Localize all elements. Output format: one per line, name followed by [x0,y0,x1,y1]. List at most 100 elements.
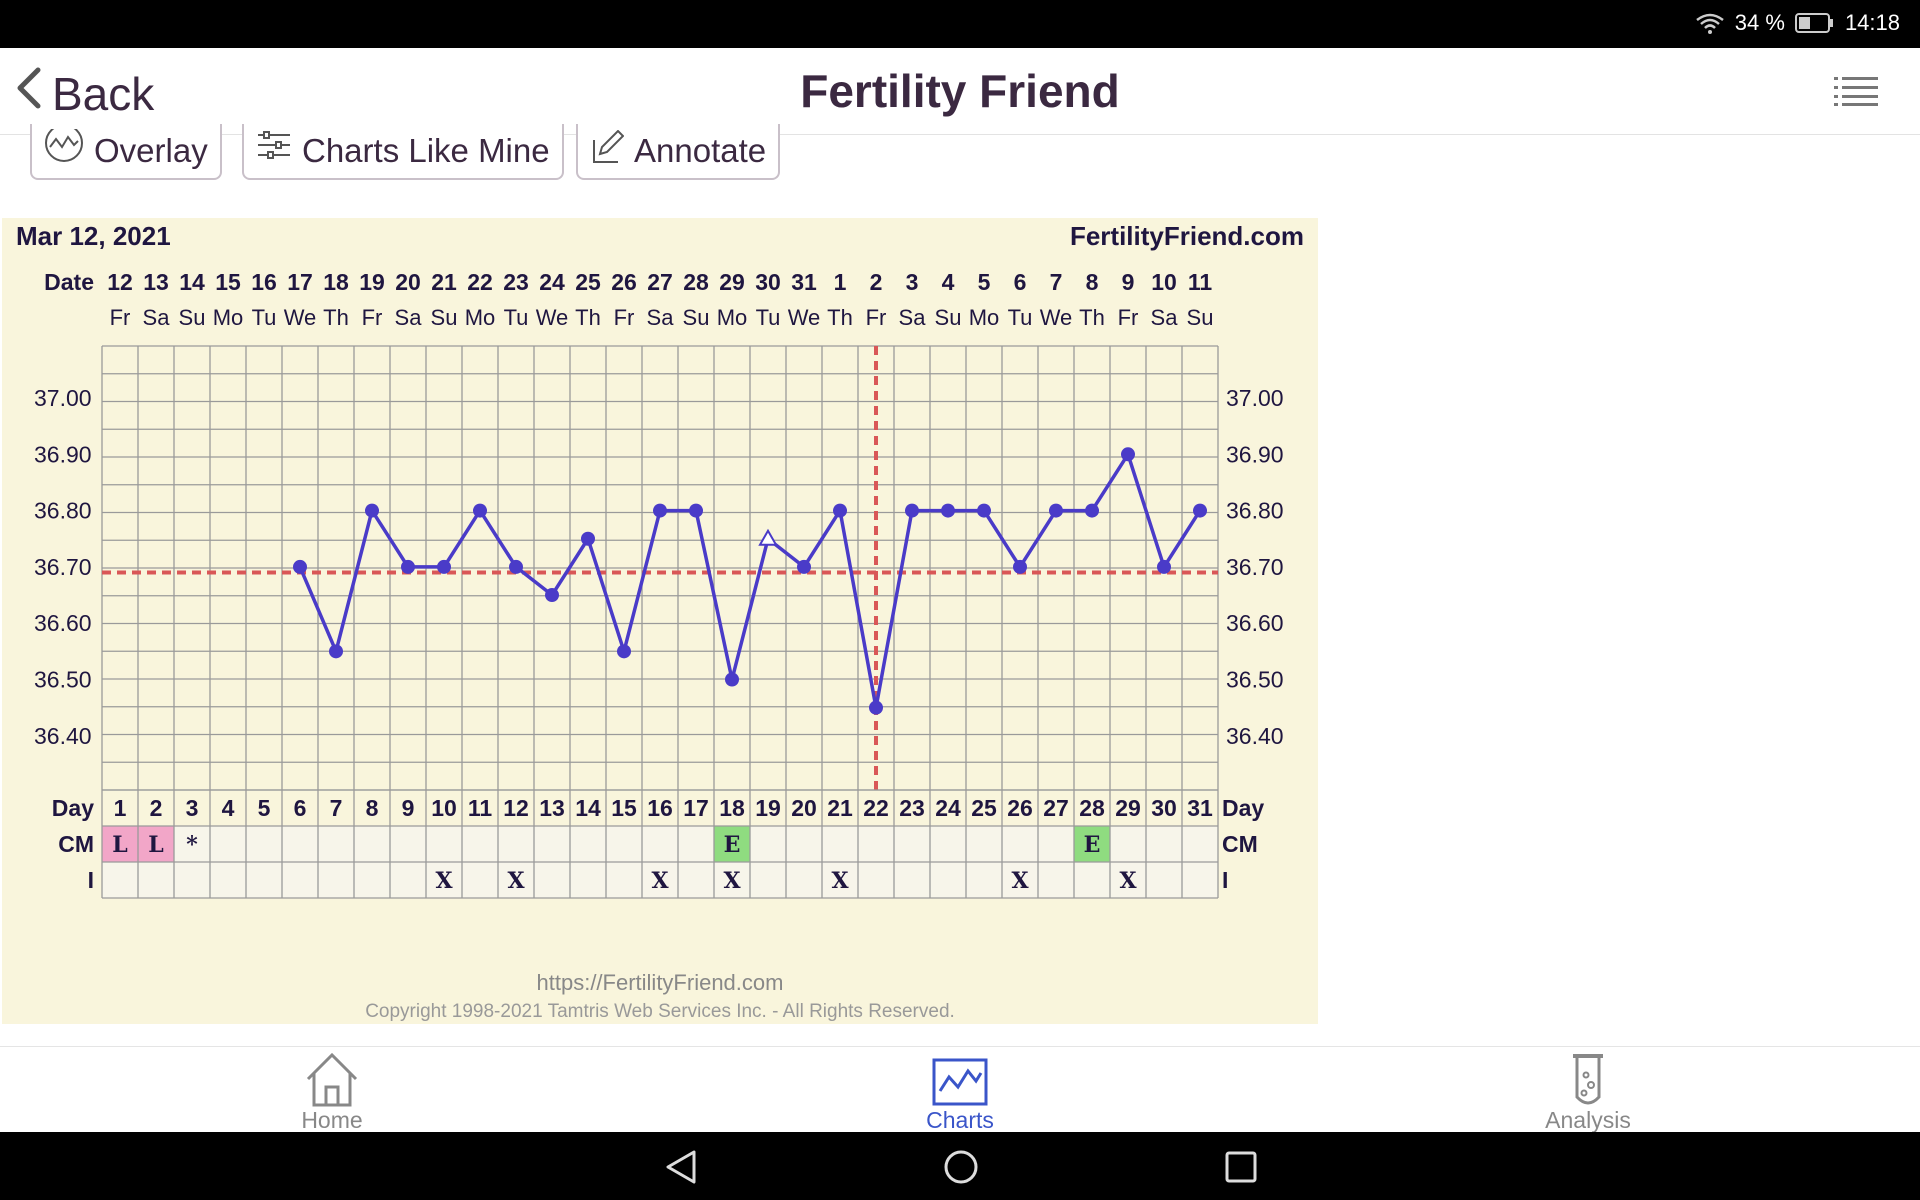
i-cell [354,862,390,898]
cm-cell [462,826,498,862]
cm-cell [678,826,714,862]
cm-cell [1110,826,1146,862]
date-label: 1 [834,269,847,295]
temperature-point [725,672,739,687]
system-recents-icon[interactable] [1224,1150,1258,1189]
date-label: 5 [978,269,991,295]
weekday-label: Th [1079,305,1105,330]
bottom-nav: Home Charts Analysis [0,1046,1920,1133]
i-cell [822,862,858,898]
cycle-day-label: 9 [402,795,415,821]
date-label: 11 [1188,269,1213,295]
bbt-chart-card: Mar 12, 2021 FertilityFriend.com Date 12 Fr 1… [2,218,1318,1024]
day-row-label-right: Day [1222,795,1264,821]
cycle-day-label: 17 [683,795,709,821]
y-tick-label-left: 36.90 [34,441,92,467]
cm-value: E [724,832,741,858]
weekday-label: Mo [969,305,1000,330]
date-label: 3 [906,269,919,295]
status-bar: 34 % 14:18 [0,0,1920,48]
system-nav-bar [0,1132,1920,1200]
cycle-day-label: 14 [575,795,601,821]
overlay-button[interactable]: Overlay [30,124,222,180]
weekday-label: Sa [647,305,675,330]
weekday-label: Th [323,305,349,330]
temperature-point [689,503,703,518]
chart-site-label: FertilityFriend.com [1070,221,1304,251]
cycle-day-label: 6 [294,795,307,821]
i-cell [1182,862,1218,898]
system-back-icon[interactable] [664,1150,698,1189]
y-tick-label-right: 36.60 [1226,610,1284,636]
date-label: 21 [431,269,457,295]
cm-cell [534,826,570,862]
menu-list-icon[interactable] [1834,76,1880,111]
nav-charts-label: Charts [926,1107,994,1133]
weekday-label: We [536,305,569,330]
cycle-day-label: 4 [222,795,235,821]
i-cell [930,862,966,898]
i-cell [642,862,678,898]
intercourse-mark: X [507,868,525,894]
wifi-icon [1695,12,1725,34]
temperature-point [1157,559,1171,574]
chart-toolbar: Overlay Charts Like Mine Annotate [0,124,1920,186]
annotate-button[interactable]: Annotate [576,124,781,180]
weekday-label: Su [431,305,458,330]
battery-percent: 34 % [1734,10,1785,35]
weekday-label: We [1040,305,1073,330]
cm-cell [498,826,534,862]
status-right: 34 % 14:18 [1695,10,1900,36]
cm-cell [1002,826,1038,862]
i-cell [1074,862,1110,898]
temperature-point [797,559,811,574]
back-button[interactable]: Back [14,66,154,121]
y-tick-label-right: 36.80 [1226,498,1284,524]
y-tick-label-right: 36.50 [1226,667,1284,693]
cm-cell [570,826,606,862]
system-home-icon[interactable] [943,1149,979,1190]
date-label: 29 [719,269,745,295]
temperature-line [298,452,1202,710]
weekday-label: Sa [143,305,171,330]
i-cell [606,862,642,898]
nav-analysis[interactable]: Analysis [1488,1051,1688,1134]
y-tick-label-right: 36.70 [1226,554,1284,580]
nav-home[interactable]: Home [232,1051,432,1134]
cm-cell [606,826,642,862]
cm-value: E [1084,832,1101,858]
weekday-label: Th [575,305,601,330]
temperature-point [545,588,559,603]
temperature-point [365,503,379,518]
i-cell [570,862,606,898]
cm-cell [966,826,1002,862]
temperature-point [437,559,451,574]
intercourse-mark: X [1011,868,1029,894]
cycle-day-label: 21 [827,795,853,821]
cm-cell [642,826,678,862]
page-title: Fertility Friend [800,65,1120,117]
charts-like-mine-button[interactable]: Charts Like Mine [242,124,564,180]
cm-row-label-right: CM [1222,831,1258,857]
cm-cell [174,826,210,862]
i-cell [966,862,1002,898]
cycle-day-label: 26 [1007,795,1033,821]
y-tick-label-left: 36.80 [34,498,92,524]
cycle-day-label: 5 [258,795,271,821]
weekday-label: Mo [717,305,748,330]
temperature-point [1193,503,1207,518]
cycle-day-label: 27 [1043,795,1069,821]
date-label: 10 [1151,269,1177,295]
date-label: 6 [1014,269,1027,295]
weekday-label: Mo [213,305,244,330]
app-bar: Back Fertility Friend [0,48,1920,135]
intercourse-mark: X [435,868,453,894]
cm-cell [1146,826,1182,862]
cycle-day-label: 7 [330,795,343,821]
i-cell [246,862,282,898]
date-label: 23 [503,269,529,295]
cm-value: * [186,832,198,858]
nav-charts[interactable]: Charts [860,1051,1060,1134]
weekday-label: Sa [1151,305,1179,330]
weekday-label: Tu [504,305,529,330]
